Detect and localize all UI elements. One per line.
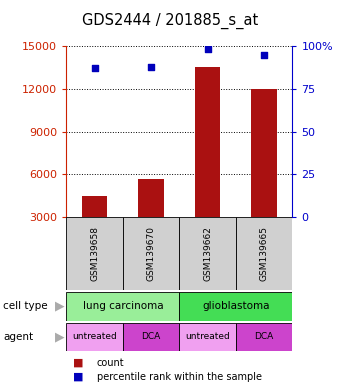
Bar <box>180 292 292 321</box>
Bar <box>195 68 220 217</box>
Bar <box>180 323 236 351</box>
Text: GSM139662: GSM139662 <box>203 226 212 281</box>
Bar <box>236 217 292 290</box>
Text: GSM139670: GSM139670 <box>147 226 156 281</box>
Text: ▶: ▶ <box>55 331 64 343</box>
Text: GSM139658: GSM139658 <box>90 226 99 281</box>
Bar <box>123 217 180 290</box>
Point <box>205 46 210 53</box>
Text: ■: ■ <box>73 372 84 382</box>
Text: glioblastoma: glioblastoma <box>202 301 270 311</box>
Bar <box>82 195 107 217</box>
Bar <box>66 323 123 351</box>
Text: untreated: untreated <box>185 333 230 341</box>
Text: lung carcinoma: lung carcinoma <box>83 301 163 311</box>
Text: cell type: cell type <box>3 301 48 311</box>
Point <box>261 51 267 58</box>
Text: agent: agent <box>3 332 34 342</box>
Bar <box>236 323 292 351</box>
Point <box>92 65 97 71</box>
Bar <box>251 89 277 217</box>
Text: ■: ■ <box>73 358 84 368</box>
Bar <box>180 217 236 290</box>
Text: GSM139665: GSM139665 <box>260 226 269 281</box>
Text: count: count <box>97 358 124 368</box>
Text: GDS2444 / 201885_s_at: GDS2444 / 201885_s_at <box>82 13 258 29</box>
Text: ▶: ▶ <box>55 300 64 313</box>
Bar <box>138 179 164 217</box>
Bar <box>66 217 123 290</box>
Bar <box>123 323 180 351</box>
Bar <box>66 292 180 321</box>
Text: percentile rank within the sample: percentile rank within the sample <box>97 372 262 382</box>
Text: DCA: DCA <box>255 333 274 341</box>
Text: untreated: untreated <box>72 333 117 341</box>
Text: DCA: DCA <box>141 333 161 341</box>
Point <box>148 63 154 70</box>
